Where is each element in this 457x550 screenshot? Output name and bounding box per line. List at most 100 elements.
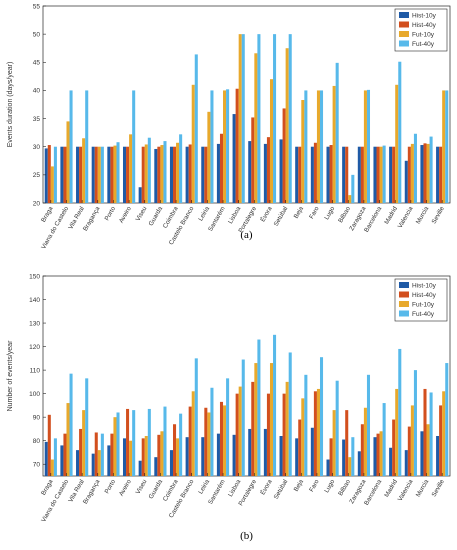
bar <box>392 146 396 203</box>
bar <box>191 84 195 203</box>
bar <box>194 54 198 203</box>
bar <box>219 401 224 476</box>
bar <box>129 440 133 476</box>
bar <box>363 90 367 203</box>
bar <box>316 90 320 203</box>
bar <box>160 431 164 476</box>
y-tick-label: 100 <box>29 391 40 398</box>
bar <box>348 457 352 476</box>
bar <box>210 90 214 203</box>
bar <box>173 146 177 203</box>
bar <box>44 148 48 203</box>
bar <box>360 424 364 476</box>
bar <box>144 144 148 203</box>
x-tick-label: Setúbal <box>273 479 290 501</box>
x-tick-label: Faro <box>308 478 321 493</box>
bar <box>113 145 117 203</box>
bar <box>232 434 236 476</box>
bar <box>442 90 446 203</box>
bar <box>223 405 227 476</box>
bar <box>395 84 399 203</box>
bar <box>329 438 333 476</box>
bar <box>248 141 252 203</box>
bar <box>326 146 330 203</box>
y-tick-label: 130 <box>29 320 40 327</box>
bar <box>107 445 111 476</box>
plot-area <box>42 5 451 204</box>
bar <box>398 61 402 203</box>
x-tick-label: Aveiro <box>118 205 133 224</box>
bar <box>66 403 70 476</box>
bar <box>269 79 274 203</box>
bar <box>154 148 158 203</box>
bar <box>395 388 399 476</box>
bar <box>329 145 333 203</box>
x-tick-label: Seville <box>431 205 447 225</box>
x-tick-label: Faro <box>308 205 321 220</box>
bar <box>157 146 161 203</box>
bar <box>373 146 377 203</box>
bar <box>116 142 120 203</box>
y-tick-label: 35 <box>33 116 41 123</box>
bar <box>357 146 361 203</box>
bar <box>50 459 54 476</box>
bar <box>288 34 292 203</box>
legend-swatch <box>399 40 409 47</box>
bar <box>257 339 261 476</box>
legend-label: Hist-10y <box>412 282 437 289</box>
bar <box>407 146 411 203</box>
bar <box>122 146 127 203</box>
y-tick-label: 50 <box>33 31 41 38</box>
bar <box>332 85 336 203</box>
y-tick-label: 90 <box>33 414 41 421</box>
bar <box>282 393 286 476</box>
bar <box>185 437 189 476</box>
bar <box>389 146 393 203</box>
plot-area <box>42 275 451 477</box>
bar <box>69 90 73 203</box>
bar <box>47 414 51 476</box>
bar <box>251 381 255 476</box>
bar <box>398 348 402 476</box>
bar <box>423 143 427 203</box>
legend: Hist-10y Hist-40y Fut-10y Fut-40y <box>394 8 448 52</box>
bar <box>376 146 380 203</box>
bar <box>179 413 183 476</box>
bar <box>163 141 167 203</box>
bar <box>169 146 173 203</box>
legend-label: Fut-40y <box>412 41 435 48</box>
bar <box>85 378 89 476</box>
legend-swatch <box>399 301 409 307</box>
bar <box>154 457 158 476</box>
bar <box>445 363 449 476</box>
bar <box>301 398 305 476</box>
bar <box>263 428 267 476</box>
bar <box>373 437 377 476</box>
bar <box>138 460 142 476</box>
bar <box>204 407 208 476</box>
bar <box>207 111 211 203</box>
bar <box>157 434 161 476</box>
bar <box>332 410 336 476</box>
bar <box>298 146 302 203</box>
bar <box>141 146 145 203</box>
bar <box>304 374 308 476</box>
bar <box>389 447 393 476</box>
bar <box>126 408 130 476</box>
bar <box>273 34 277 203</box>
bar <box>285 48 289 204</box>
bar <box>176 142 180 203</box>
bar <box>138 187 142 203</box>
bar <box>357 451 361 476</box>
bar <box>44 441 48 476</box>
bar <box>201 437 205 476</box>
bar <box>266 137 270 203</box>
x-tick-label: Leiria <box>197 478 211 495</box>
bar <box>382 145 386 203</box>
y-tick-label: 120 <box>29 344 40 351</box>
bar <box>442 391 446 476</box>
x-tick-label: Lisboa <box>227 205 243 225</box>
bar <box>426 424 430 476</box>
y-tick-label: 110 <box>30 367 41 374</box>
